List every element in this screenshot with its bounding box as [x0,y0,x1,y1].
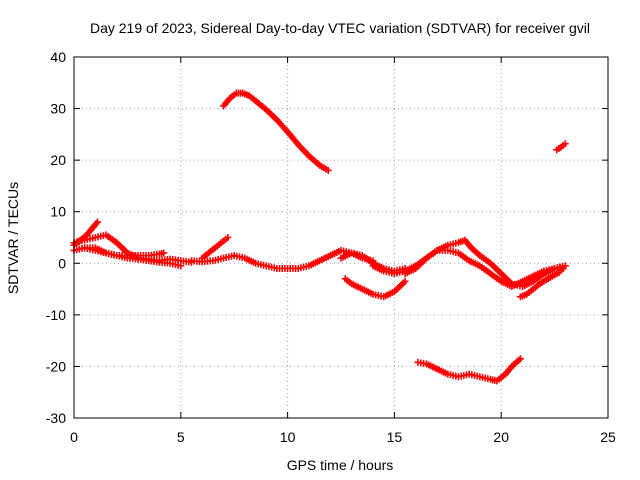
x-tick-label-1: 5 [177,429,185,445]
series-markers-arc12 [516,264,567,301]
x-tick-label-3: 15 [387,429,403,445]
series-markers-arc9 [341,275,409,301]
y-tick-label-4: 10 [50,204,66,220]
series-markers-arc6 [198,234,232,262]
y-tick-label-2: -10 [46,307,66,323]
series-markers-arc13 [414,355,524,385]
series-markers-arc5 [187,246,377,272]
series-markers-arc4 [81,244,185,270]
x-axis-label: GPS time / hours [287,457,394,473]
series-markers-arc11 [401,236,569,290]
y-tick-label-0: -30 [46,410,66,426]
x-tick-label-0: 0 [70,429,78,445]
y-tick-label-1: -20 [46,358,66,374]
x-tick-label-5: 25 [600,429,616,445]
series-markers-arc7 [220,89,332,174]
plot-frame [73,56,609,419]
series-arc5 [187,246,377,272]
grid [74,57,608,418]
axis-ticks: 0 5 10 15 20 25 -30 -20 -10 0 10 20 30 40 [46,49,616,445]
series-arc13 [414,355,524,385]
series-markers-arc14 [553,140,569,154]
series-arc8 [337,249,409,275]
y-tick-label-3: 0 [58,255,66,271]
data-series [70,89,569,385]
x-tick-label-2: 10 [280,429,296,445]
y-axis-label: SDTVAR / TECUs [5,182,21,294]
y-tick-label-5: 20 [50,152,66,168]
series-arc14 [553,140,569,154]
y-tick-label-7: 40 [50,49,66,65]
series-arc4 [81,244,185,270]
series-markers-arc8 [337,249,409,275]
series-arc7 [220,89,332,174]
x-tick-label-4: 20 [493,429,509,445]
chart-title: Day 219 of 2023, Sidereal Day-to-day VTE… [90,20,590,36]
series-arc1 [70,218,101,249]
series-arc11 [401,236,569,290]
series-arc12 [516,264,567,301]
y-tick-label-6: 30 [50,101,66,117]
series-markers-arc1 [70,218,101,249]
series-arc9 [341,275,409,301]
series-arc6 [198,234,232,262]
